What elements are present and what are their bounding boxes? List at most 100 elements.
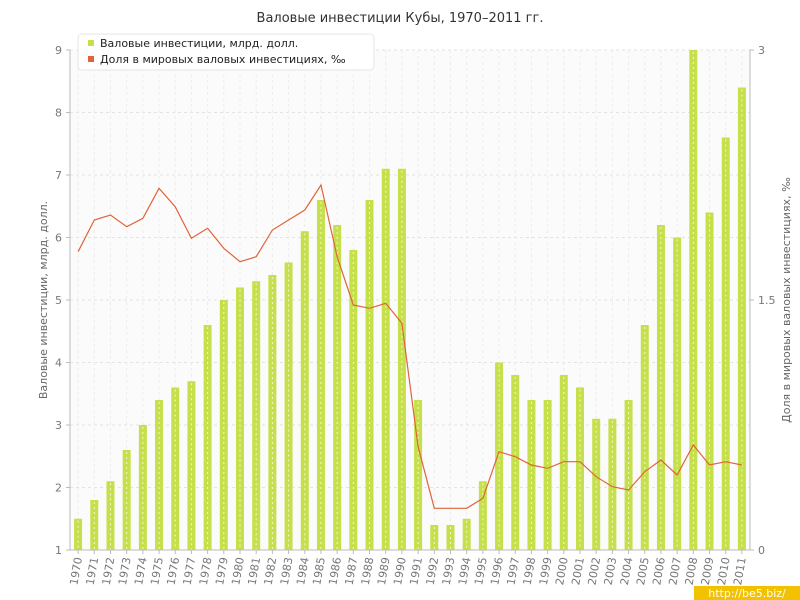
bar	[673, 237, 682, 550]
x-tick-label: 1999	[537, 556, 555, 586]
x-tick-label: 1975	[148, 556, 166, 586]
bar	[236, 287, 244, 550]
x-tick-label: 1972	[100, 556, 118, 586]
bar	[349, 250, 358, 550]
bar	[543, 400, 552, 550]
x-tick-label: 2011	[731, 556, 749, 586]
y-tick-label: 5	[55, 294, 62, 307]
x-tick-label: 2005	[634, 556, 652, 586]
bar	[155, 400, 164, 550]
x-tick-label: 2007	[666, 556, 684, 586]
bar	[74, 518, 83, 550]
bar	[381, 168, 390, 550]
y-tick-label: 4	[55, 357, 62, 370]
x-tick-label: 1993	[440, 556, 458, 586]
legend: Валовые инвестиции, млрд. долл. Доля в м…	[77, 33, 375, 71]
x-tick-label: 2010	[715, 556, 733, 586]
x-tick-label: 1974	[132, 556, 150, 586]
bar	[106, 481, 115, 550]
x-tick-label: 1994	[456, 556, 474, 586]
watermark-text: http://be5.biz/	[708, 587, 786, 600]
x-tick-label: 1971	[84, 556, 102, 586]
x-tick-label: 1985	[310, 556, 328, 586]
legend-entry-line: Доля в мировых валовых инвестициях, ‰	[100, 53, 346, 66]
legend-entry-bars: Валовые инвестиции, млрд. долл.	[100, 37, 298, 50]
x-tick-label: 1987	[343, 556, 361, 586]
bar	[592, 418, 601, 550]
x-tick-label: 1979	[213, 556, 231, 586]
x-tick-label: 2009	[699, 556, 717, 586]
y-tick-label: 9	[55, 44, 62, 57]
bar	[527, 400, 536, 550]
legend-marker-bars	[88, 40, 94, 46]
bar	[122, 450, 131, 550]
bar	[462, 518, 471, 550]
y-axis-ticks: 1 2 3 4 5 6 7 8 9	[55, 44, 70, 557]
x-tick-label: 1995	[472, 556, 490, 586]
x-tick-label: 1982	[262, 556, 280, 586]
x-tick-label: 1989	[375, 556, 393, 586]
bar	[252, 281, 261, 550]
x-tick-label: 2001	[569, 556, 587, 586]
share-line	[77, 183, 743, 509]
bar	[576, 387, 584, 550]
y-tick-label: 7	[55, 169, 62, 182]
watermark: http://be5.biz/	[694, 586, 800, 600]
x-tick-label: 1977	[181, 556, 199, 586]
y2-tick-label: 1.5	[758, 294, 776, 307]
x-tick-label: 1992	[424, 556, 442, 586]
bar	[300, 231, 309, 550]
x-tick-label: 1970	[67, 556, 85, 586]
bar	[171, 387, 180, 550]
y2-tick-label: 3	[758, 44, 765, 57]
bar	[219, 300, 228, 550]
x-tick-label: 1973	[116, 556, 134, 586]
x-tick-label: 2003	[602, 556, 620, 586]
bar	[414, 400, 423, 550]
x-tick-label: 1988	[359, 556, 377, 586]
x-tick-label: 1983	[278, 556, 296, 586]
x-tick-label: 1978	[197, 556, 215, 586]
x-tick-label: 2000	[553, 556, 571, 586]
y-tick-label: 2	[55, 482, 62, 495]
x-tick-label: 2004	[618, 556, 636, 586]
bar	[187, 381, 196, 550]
x-tick-label: 1984	[294, 556, 312, 586]
y-tick-label: 8	[55, 107, 62, 120]
x-tick-label: 2002	[585, 556, 603, 586]
bar	[721, 137, 730, 550]
watermark-bg	[694, 586, 800, 600]
x-tick-label: 1997	[504, 556, 522, 586]
legend-marker-line	[88, 56, 94, 62]
y2-axis-ticks: 01.53	[750, 44, 776, 557]
bar	[365, 200, 374, 550]
x-tick-label: 1998	[521, 556, 539, 586]
x-tick-label: 1981	[245, 556, 263, 586]
bar-series	[74, 50, 746, 550]
x-tick-label: 1990	[391, 556, 409, 586]
y2-axis-label: Доля в мировых валовых инвестициях, ‰	[780, 177, 793, 423]
line-series	[77, 183, 743, 509]
y-tick-label: 6	[55, 232, 62, 245]
x-tick-label: 2008	[683, 556, 701, 586]
bar	[316, 200, 325, 550]
y-tick-label: 3	[55, 419, 62, 432]
bar	[478, 481, 487, 550]
x-tick-label: 1991	[407, 556, 425, 586]
legend-box	[77, 33, 375, 71]
bar	[608, 418, 617, 550]
x-tick-label: 1976	[164, 556, 182, 586]
x-tick-label: 1996	[488, 556, 506, 586]
y2-tick-label: 0	[758, 544, 765, 557]
y-tick-label: 1	[55, 544, 62, 557]
bar	[397, 168, 406, 550]
chart-title: Валовые инвестиции Кубы, 1970–2011 гг.	[257, 11, 544, 26]
bar	[689, 50, 698, 550]
x-tick-label: 2006	[650, 556, 668, 586]
x-axis-ticks: 1970197119721973197419751976197719781979…	[67, 550, 749, 586]
bar	[90, 500, 99, 550]
bar	[624, 400, 633, 550]
x-tick-label: 1980	[229, 556, 247, 586]
bar	[737, 87, 746, 550]
